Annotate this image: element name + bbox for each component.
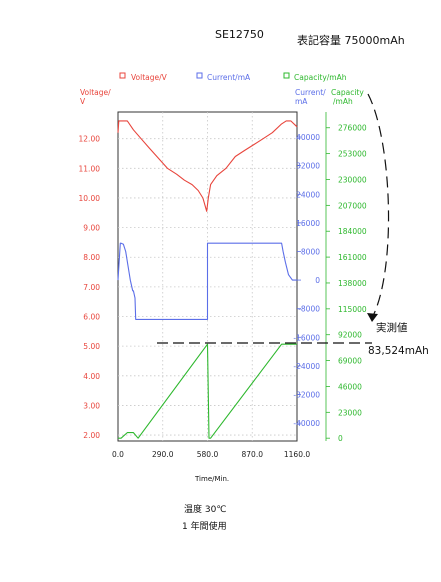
ticks: 0.0 290.0 580.0 870.0 1160.0 12.00 11.00 10.00 9… <box>79 112 367 459</box>
capacity-tick-label: 161000 <box>338 253 367 262</box>
capacity-tick-label: 92000 <box>338 331 362 340</box>
current-axis-title-line2: mA <box>295 97 308 106</box>
current-tick-label: 0 <box>315 276 320 285</box>
legend-item-voltage: Voltage/V <box>119 72 168 82</box>
capacity-tick-label: 69000 <box>338 357 362 366</box>
caption-temperature: 温度 30℃ <box>184 503 226 515</box>
legend: Voltage/V Current/mA Capacity/mAh <box>119 72 347 82</box>
current-tick-label: -32000 <box>293 391 320 400</box>
x-tick-label: 870.0 <box>242 450 264 459</box>
legend-swatch-current <box>196 72 203 79</box>
x-tick-label: 0.0 <box>112 450 124 459</box>
legend-swatch-capacity <box>283 72 290 79</box>
capacity-tick-label: 0 <box>338 434 343 443</box>
capacity-tick-label: 138000 <box>338 279 367 288</box>
current-tick-label: -16000 <box>293 333 320 342</box>
series-line-voltage <box>117 120 298 212</box>
caption-usage: 1 年間使用 <box>182 520 227 532</box>
voltage-tick-label: 3.00 <box>83 401 100 410</box>
current-tick-label: 24000 <box>296 190 320 199</box>
series-line-capacity <box>118 343 297 439</box>
voltage-axis-title-line2: V <box>80 97 86 106</box>
voltage-tick-label: 4.00 <box>83 372 100 381</box>
measured-capacity-label: 実測値 <box>376 321 408 334</box>
legend-label-capacity: Capacity/mAh <box>294 73 347 82</box>
measured-capacity-value: 83,524mAh <box>368 345 429 357</box>
legend-item-capacity: Capacity/mAh <box>283 72 347 82</box>
chart-title: SE12750 <box>215 28 264 41</box>
capacity-tick-label: 276000 <box>338 124 367 133</box>
x-tick-label: 1160.0 <box>284 450 310 459</box>
current-axis-title-line1: Current/ <box>295 88 326 97</box>
capacity-tick-label: 46000 <box>338 382 362 391</box>
capacity-tick-label: 253000 <box>338 150 367 159</box>
current-tick-label: 16000 <box>296 219 320 228</box>
voltage-tick-label: 11.00 <box>79 164 101 173</box>
capacity-tick-label: 230000 <box>338 175 367 184</box>
measured-arrow-curve <box>367 93 390 319</box>
capacity-axis-title-line2: /mAh <box>333 97 353 106</box>
x-tick-label: 290.0 <box>152 450 174 459</box>
voltage-tick-label: 5.00 <box>83 342 100 351</box>
legend-swatch-voltage <box>119 72 126 79</box>
voltage-tick-label: 12.00 <box>79 135 101 144</box>
voltage-tick-label: 7.00 <box>83 283 100 292</box>
voltage-tick-label: 2.00 <box>83 431 100 440</box>
current-tick-label: -8000 <box>298 305 320 314</box>
legend-label-voltage: Voltage/V <box>131 73 168 82</box>
legend-label-current: Current/mA <box>207 73 251 82</box>
measured-arrow-head <box>367 313 378 322</box>
voltage-tick-label: 9.00 <box>83 224 100 233</box>
capacity-tick-label: 23000 <box>338 408 362 417</box>
voltage-tick-label: 6.00 <box>83 313 100 322</box>
capacity-tick-label: 184000 <box>338 227 367 236</box>
rated-capacity-annotation: 表記容量 75000mAh <box>297 33 405 47</box>
current-tick-label: 40000 <box>296 133 320 142</box>
current-tick-label: -40000 <box>293 419 320 428</box>
current-tick-label: -24000 <box>293 362 320 371</box>
capacity-tick-label: 207000 <box>338 201 367 210</box>
series-layer <box>117 120 298 439</box>
current-tick-label: 32000 <box>296 162 320 171</box>
legend-item-current: Current/mA <box>196 72 251 82</box>
x-axis-title: Time/Min. <box>194 475 229 483</box>
current-tick-label: 8000 <box>301 247 320 256</box>
voltage-tick-label: 8.00 <box>83 253 100 262</box>
series-line-current <box>117 242 297 320</box>
x-tick-label: 580.0 <box>197 450 219 459</box>
capacity-axis-title-line1: Capacity <box>331 88 364 97</box>
voltage-tick-label: 10.00 <box>79 194 101 203</box>
capacity-tick-label: 115000 <box>338 305 367 314</box>
voltage-axis-title-line1: Voltage/ <box>80 88 111 97</box>
